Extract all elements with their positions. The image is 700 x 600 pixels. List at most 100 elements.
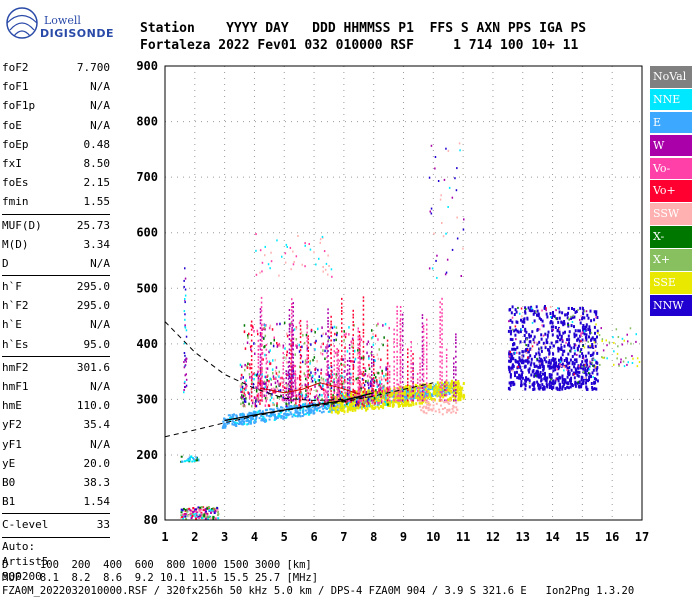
echo-point bbox=[412, 380, 414, 383]
echo-point bbox=[357, 376, 359, 380]
echo-point bbox=[452, 383, 455, 385]
echo-point bbox=[287, 403, 289, 406]
echo-point bbox=[292, 337, 294, 340]
echo-point bbox=[426, 341, 428, 344]
echo-point bbox=[320, 376, 323, 380]
echo-point bbox=[353, 400, 356, 404]
echo-point bbox=[321, 401, 324, 404]
echo-point bbox=[426, 368, 428, 371]
echo-point bbox=[401, 318, 404, 321]
echo-point bbox=[257, 392, 260, 395]
echo-point bbox=[417, 392, 420, 395]
echo-point bbox=[304, 383, 306, 386]
echo-point bbox=[367, 340, 370, 343]
echo-point bbox=[259, 311, 262, 314]
echo-point bbox=[331, 375, 333, 379]
echo-point bbox=[380, 358, 382, 361]
echo-point bbox=[353, 395, 356, 399]
echo-point bbox=[250, 328, 253, 331]
echo-point bbox=[425, 383, 428, 387]
echo-point bbox=[421, 354, 424, 357]
echo-point bbox=[304, 413, 307, 416]
echo-point bbox=[334, 410, 337, 414]
echo-point bbox=[299, 379, 302, 382]
echo-point bbox=[291, 333, 293, 336]
echo-point bbox=[376, 385, 379, 388]
echo-point bbox=[305, 333, 308, 337]
echo-point bbox=[299, 382, 302, 385]
echo-point bbox=[382, 400, 384, 403]
echo-point bbox=[291, 359, 293, 362]
echo-point bbox=[248, 392, 250, 395]
echo-point bbox=[346, 402, 348, 405]
echo-point bbox=[336, 405, 339, 409]
echo-point bbox=[343, 381, 345, 384]
echo-point bbox=[257, 376, 260, 380]
echo-point bbox=[410, 354, 412, 357]
echo-point bbox=[264, 396, 267, 400]
echo-point bbox=[330, 365, 333, 369]
echo-point bbox=[292, 324, 294, 327]
echo-point bbox=[421, 393, 424, 396]
echo-point bbox=[372, 388, 374, 391]
echo-point bbox=[360, 399, 363, 403]
echo-point bbox=[393, 388, 395, 391]
echo-point bbox=[426, 365, 428, 368]
echo-point bbox=[439, 316, 441, 319]
echo-point bbox=[291, 350, 293, 353]
echo-point bbox=[383, 384, 385, 388]
echo-point bbox=[401, 371, 404, 374]
echo-point bbox=[455, 361, 457, 364]
echo-point bbox=[301, 394, 304, 397]
echo-point bbox=[360, 406, 363, 410]
echo-point bbox=[352, 334, 354, 337]
echo-point bbox=[420, 393, 423, 397]
echo-point bbox=[298, 404, 300, 407]
echo-point bbox=[389, 401, 392, 405]
echo-point bbox=[346, 391, 348, 395]
echo-point bbox=[373, 400, 376, 404]
echo-point bbox=[439, 399, 441, 402]
echo-point bbox=[386, 370, 389, 373]
echo-point bbox=[304, 397, 306, 400]
echo-point bbox=[377, 384, 380, 387]
echo-point bbox=[299, 328, 302, 331]
echo-point bbox=[399, 403, 401, 407]
echo-point bbox=[261, 370, 263, 373]
echo-point bbox=[294, 403, 296, 407]
echo-point bbox=[368, 404, 371, 407]
echo-point bbox=[426, 344, 428, 347]
echo-point bbox=[292, 368, 294, 371]
echo-point bbox=[365, 380, 367, 383]
echo-point bbox=[303, 372, 305, 375]
echo-point bbox=[401, 325, 404, 328]
echo-point bbox=[386, 394, 389, 397]
echo-point bbox=[401, 391, 404, 395]
echo-point bbox=[455, 345, 457, 348]
echo-point bbox=[327, 338, 330, 342]
echo-point bbox=[455, 366, 457, 369]
echo-point bbox=[421, 330, 424, 333]
echo-point bbox=[293, 364, 296, 368]
param-row: foEp 0.48 bbox=[2, 135, 110, 154]
echo-point bbox=[352, 316, 354, 319]
echo-point bbox=[358, 383, 361, 386]
echo-point bbox=[274, 388, 276, 392]
echo-point bbox=[281, 406, 284, 409]
echo-point bbox=[304, 359, 307, 362]
echo-point bbox=[396, 333, 398, 336]
echo-point bbox=[311, 403, 314, 406]
echo-point bbox=[375, 324, 378, 327]
echo-point bbox=[250, 388, 252, 392]
echo-point bbox=[321, 387, 323, 390]
echo-point bbox=[263, 380, 266, 384]
echo-point bbox=[428, 388, 431, 391]
echo-point bbox=[336, 396, 338, 399]
echo-point bbox=[243, 324, 246, 327]
echo-point bbox=[299, 366, 302, 369]
echo-point bbox=[229, 417, 232, 420]
echo-point bbox=[332, 380, 334, 384]
echo-point bbox=[403, 401, 406, 405]
echo-point bbox=[251, 401, 254, 405]
echo-point bbox=[377, 406, 380, 410]
